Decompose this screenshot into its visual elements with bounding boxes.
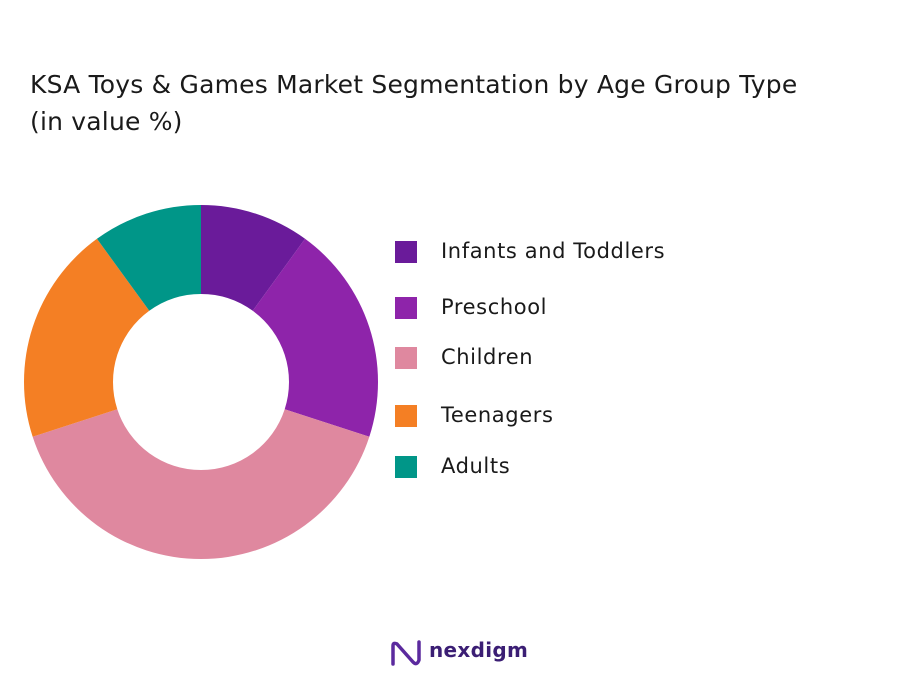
legend-label: Preschool: [441, 295, 548, 319]
legend-swatch: [395, 297, 417, 319]
legend-item: Adults: [395, 451, 715, 481]
legend-swatch: [395, 456, 417, 478]
chart-title: KSA Toys & Games Market Segmentation by …: [30, 66, 870, 140]
legend-swatch: [395, 347, 417, 369]
legend-item: Preschool: [395, 292, 715, 322]
legend-label: Adults: [441, 454, 511, 478]
donut-slice-infants-and-toddlers: [201, 205, 306, 311]
legend-swatch: [395, 405, 417, 427]
legend-swatch: [395, 241, 417, 263]
legend-label: Children: [441, 345, 534, 369]
donut-slice-children: [32, 409, 370, 559]
legend-item: Children: [395, 342, 715, 372]
chart-title-line-2: (in value %): [30, 107, 183, 136]
legend-item: Infants and Toddlers: [395, 236, 715, 266]
brand-name: nexdigm: [429, 638, 529, 662]
legend-item: Teenagers: [395, 400, 715, 430]
donut-slice-teenagers: [24, 238, 150, 437]
nexdigm-logo-icon: [391, 640, 421, 666]
legend-label: Teenagers: [441, 403, 554, 427]
legend-label: Infants and Toddlers: [441, 239, 666, 263]
chart-title-line-1: KSA Toys & Games Market Segmentation by …: [30, 70, 798, 99]
donut-slice-preschool: [252, 238, 378, 437]
donut-slice-adults: [96, 205, 201, 311]
